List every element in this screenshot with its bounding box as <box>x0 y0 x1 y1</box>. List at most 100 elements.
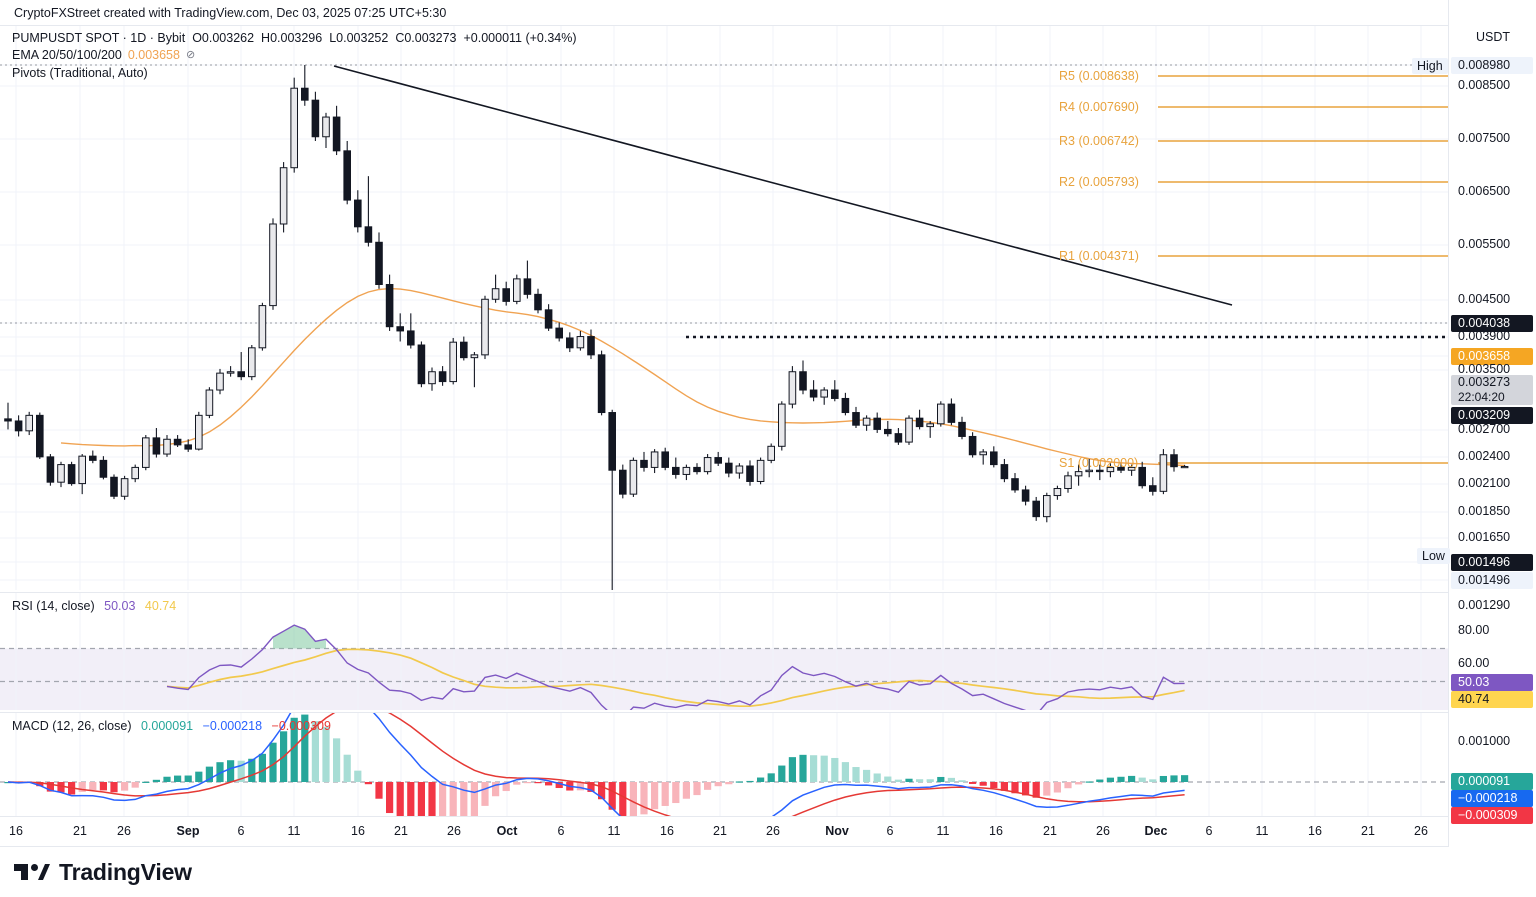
time-axis-day-label: 16 <box>989 824 1003 838</box>
pivot-level-label: R2 (0.005793) <box>1059 175 1139 189</box>
pivot-level-label: S1 (0.002000) <box>1059 456 1139 470</box>
price-tick: 0.002700 <box>1458 422 1511 436</box>
footer: TradingView <box>0 847 1536 897</box>
tradingview-logo-icon <box>14 864 50 880</box>
axis-divider <box>0 846 1536 847</box>
time-axis[interactable]: 16 21 26 Sep 6 11 16 21 26 Oct 6 11 16 21 26 Nov 6 11 16 21… <box>0 816 1448 846</box>
time-axis-day-label: 11 <box>936 824 950 838</box>
pivot-level-label: R4 (0.007690) <box>1059 100 1139 114</box>
pivot-level-label: R3 (0.006742) <box>1059 134 1139 148</box>
legend-change: +0.000011 (+0.34%) <box>463 31 577 45</box>
legend-open: O0.003262 <box>192 31 255 45</box>
macd-tick: −0.000218 <box>1451 790 1533 807</box>
price-tick: 0.002100 <box>1458 476 1511 490</box>
time-axis-month-label: Nov <box>825 824 849 838</box>
price-tick: 0.001496 <box>1451 572 1533 589</box>
macd-tick: −0.000309 <box>1451 807 1533 824</box>
price-tick: 0.008500 <box>1458 78 1511 92</box>
time-axis-month-label: Oct <box>496 824 518 838</box>
macd-legend[interactable]: MACD (12, 26, close) 0.000091 −0.000218 … <box>12 719 337 733</box>
legend-ema-value: 0.003658 <box>127 48 180 62</box>
price-tick: 0.003658 <box>1451 348 1533 365</box>
time-axis-day-label: 11 <box>1255 824 1269 838</box>
rsi-value: 50.03 <box>104 599 136 613</box>
macd-hist-value: 0.000091 <box>140 719 194 733</box>
time-axis-day-label: 16 <box>351 824 365 838</box>
time-axis-day-label: 21 <box>713 824 727 838</box>
price-tick: 0.008980 <box>1451 57 1533 74</box>
prev-close-badge: 0.003209 <box>1451 407 1533 424</box>
price-tick: 0.004500 <box>1458 292 1511 306</box>
time-axis-day-label: 21 <box>73 824 87 838</box>
time-axis-day-label: 16 <box>660 824 674 838</box>
time-axis-day-label: 21 <box>1043 824 1057 838</box>
rsi-panel[interactable]: RSI (14, close) 50.03 40.74 <box>0 592 1448 710</box>
time-axis-day-label: 26 <box>1096 824 1110 838</box>
price-scale[interactable]: USDT 0.008980 0.008500 0.007500 0.006500 0.0… <box>1448 0 1536 855</box>
price-tick: 0.003900 <box>1458 329 1511 343</box>
time-axis-day-label: 11 <box>287 824 301 838</box>
last-price-badge: 0.003273 22:04:20 <box>1451 375 1533 405</box>
time-axis-month-label: Dec <box>1144 824 1168 838</box>
time-axis-day-label: 11 <box>607 824 621 838</box>
eye-crossed-icon[interactable]: ⊘ <box>185 49 196 61</box>
price-chart-svg <box>0 26 1448 590</box>
macd-title: MACD (12, 26, close) <box>12 719 132 733</box>
high-marker-label: High <box>1412 58 1448 74</box>
price-tick: 0.007500 <box>1458 131 1511 145</box>
price-tick: 0.001850 <box>1458 504 1511 518</box>
legend-ema-label: EMA 20/50/100/200 <box>12 48 122 62</box>
tradingview-wordmark: TradingView <box>59 858 192 885</box>
price-tick: 0.003500 <box>1458 362 1511 376</box>
price-panel[interactable]: R5 (0.008638) R4 (0.007690) R3 (0.006742) R… <box>0 26 1448 590</box>
legend-symbol[interactable]: PUMPUSDT SPOT · 1D · Bybit <box>12 31 186 45</box>
time-axis-day-label: 6 <box>237 824 245 838</box>
rsi-plot-area[interactable] <box>0 593 1448 710</box>
rsi-tick: 40.74 <box>1451 691 1533 708</box>
pivot-level-label: R5 (0.008638) <box>1059 69 1139 83</box>
low-marker-label: Low <box>1417 548 1450 564</box>
time-axis-day-label: 26 <box>766 824 780 838</box>
bar-countdown: 22:04:20 <box>1458 390 1505 404</box>
legend-high: H0.003296 <box>261 31 323 45</box>
pivot-level-label: R1 (0.004371) <box>1059 249 1139 263</box>
time-axis-day-label: 26 <box>117 824 131 838</box>
price-tick: 0.006500 <box>1458 184 1511 198</box>
time-axis-day-label: 6 <box>1205 824 1213 838</box>
rsi-tick: 80.00 <box>1458 623 1490 637</box>
macd-tick: 0.000091 <box>1451 773 1533 790</box>
rsi-ma-value: 40.74 <box>144 599 177 613</box>
legend-ema-row[interactable]: EMA 20/50/100/200 0.003658 ⊘ <box>12 47 577 64</box>
rsi-title: RSI (14, close) <box>12 599 95 613</box>
macd-chart-svg <box>0 713 1448 816</box>
time-axis-day-label: 6 <box>557 824 565 838</box>
price-tick: 0.005500 <box>1458 237 1511 251</box>
last-price-value: 0.003273 <box>1458 375 1511 389</box>
rsi-chart-svg <box>0 593 1448 710</box>
time-axis-day-label: 16 <box>9 824 23 838</box>
macd-panel[interactable]: MACD (12, 26, close) 0.000091 −0.000218 … <box>0 712 1448 816</box>
price-tick: 0.001290 <box>1458 598 1511 612</box>
price-plot-area[interactable] <box>0 26 1448 590</box>
macd-plot-area[interactable] <box>0 713 1448 816</box>
currency-label: USDT <box>1475 30 1511 44</box>
legend-low: L0.003252 <box>329 31 389 45</box>
price-tick: 0.002400 <box>1458 449 1511 463</box>
time-axis-day-label: 21 <box>394 824 408 838</box>
attribution-text: CryptoFXStreet created with TradingView.… <box>14 5 447 20</box>
legend-close: C0.003273 <box>395 31 457 45</box>
attribution-bar: CryptoFXStreet created with TradingView.… <box>0 0 1536 26</box>
time-axis-day-label: 6 <box>886 824 894 838</box>
legend-symbol-row[interactable]: PUMPUSDT SPOT · 1D · Bybit O0.003262 H0.… <box>12 30 577 47</box>
rsi-tick: 60.00 <box>1458 656 1490 670</box>
price-tick: 0.001496 <box>1451 554 1533 571</box>
rsi-legend[interactable]: RSI (14, close) 50.03 40.74 <box>12 599 182 613</box>
time-axis-day-label: 16 <box>1308 824 1322 838</box>
time-axis-day-label: 21 <box>1361 824 1375 838</box>
legend-pivots-row[interactable]: Pivots (Traditional, Auto) <box>12 65 577 82</box>
legend-pivots-label: Pivots (Traditional, Auto) <box>12 66 148 80</box>
price-tick: 0.004038 <box>1451 315 1533 332</box>
time-axis-day-label: 26 <box>447 824 461 838</box>
macd-line-value: −0.000218 <box>202 719 263 733</box>
